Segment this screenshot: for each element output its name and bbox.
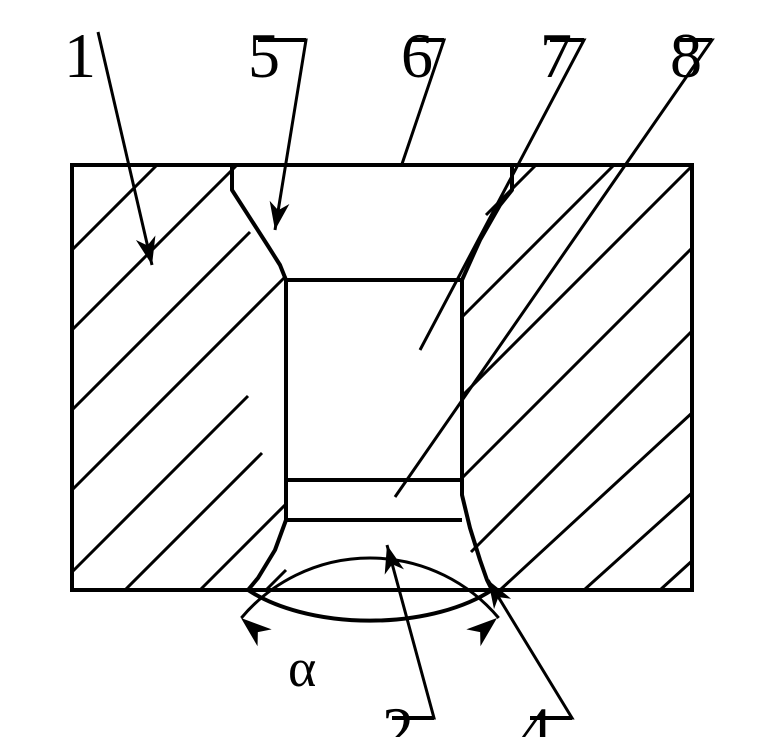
diagram-canvas: 1567824α: [0, 0, 766, 737]
diagram-svg: [0, 0, 766, 737]
